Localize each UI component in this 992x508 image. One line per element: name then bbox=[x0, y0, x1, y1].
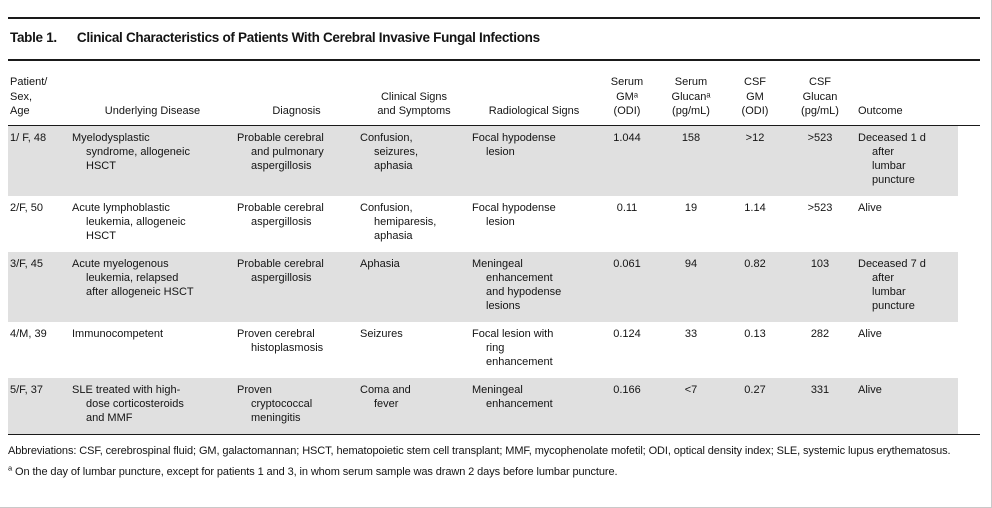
cell-diagnosis: Probable cerebral aspergillosis bbox=[237, 257, 324, 284]
cell-serum-gm: 0.11 bbox=[616, 201, 638, 214]
cell-radiological-signs: Focal hypodense lesion bbox=[472, 131, 556, 158]
cell-outcome: Deceased 1 d after lumbar puncture bbox=[858, 131, 926, 186]
cell-patient: 2/F, 50 bbox=[10, 201, 44, 214]
cell-csf-glucan: >523 bbox=[807, 201, 833, 214]
cell-underlying-disease: Immunocompetent bbox=[72, 327, 164, 340]
cell-clinical-signs: Confusion, seizures, aphasia bbox=[360, 131, 419, 172]
table-row-patient-4: 4/M, 39 Immunocompetent Proven cerebral … bbox=[8, 322, 980, 378]
cell-csf-glucan: 331 bbox=[810, 383, 830, 396]
cell-diagnosis: Probable cerebral aspergillosis bbox=[237, 201, 324, 228]
cell-outcome: Alive bbox=[858, 201, 882, 214]
cell-patient: 5/F, 37 bbox=[10, 383, 44, 396]
cell-clinical-signs: Aphasia bbox=[360, 257, 400, 270]
col-header-radiological-signs: Radiological Signs bbox=[470, 61, 598, 126]
cell-radiological-signs: Meningeal enhancement bbox=[472, 383, 553, 410]
cell-radiological-signs: Focal lesion with ring enhancement bbox=[472, 327, 554, 368]
col-header-diagnosis: Diagnosis bbox=[235, 61, 358, 126]
cell-patient: 3/F, 45 bbox=[10, 257, 44, 270]
cell-serum-gm: 1.044 bbox=[613, 131, 641, 144]
table-title-text: Clinical Characteristics of Patients Wit… bbox=[76, 30, 540, 45]
cell-csf-glucan: 103 bbox=[810, 257, 830, 270]
cell-radiological-signs: Meningeal enhancement and hypodense lesi… bbox=[472, 257, 562, 312]
footnote-a: a On the day of lumbar puncture, except … bbox=[8, 463, 984, 481]
table-title: Table 1. Clinical Characteristics of Pati… bbox=[8, 17, 980, 61]
cell-patient: 4/M, 39 bbox=[10, 327, 47, 340]
col-header-patient-sex-age: Patient/ Sex, Age bbox=[8, 61, 70, 126]
cell-csf-gm: 0.27 bbox=[744, 383, 766, 396]
cell-serum-glucan: 158 bbox=[681, 131, 701, 144]
cell-underlying-disease: SLE treated with high- dose corticostero… bbox=[72, 383, 184, 424]
cell-serum-glucan: 19 bbox=[684, 201, 698, 214]
cell-underlying-disease: Myelodysplastic syndrome, allogeneic HSC… bbox=[72, 131, 190, 172]
cell-clinical-signs: Coma and fever bbox=[360, 383, 411, 410]
table-header-row: Patient/ Sex, Age Underlying Disease Dia… bbox=[8, 61, 980, 126]
cell-underlying-disease: Acute myelogenous leukemia, relapsed aft… bbox=[72, 257, 194, 298]
col-header-serum-gm: Serum GMᵃ (ODI) bbox=[598, 61, 656, 126]
cell-csf-gm: 0.82 bbox=[744, 257, 766, 270]
cell-csf-gm: 1.14 bbox=[744, 201, 766, 214]
cell-serum-glucan: 33 bbox=[684, 327, 698, 340]
cell-clinical-signs: Seizures bbox=[360, 327, 403, 340]
table-row-patient-5: 5/F, 37 SLE treated with high- dose cort… bbox=[8, 377, 980, 434]
cell-diagnosis: Probable cerebral and pulmonary aspergil… bbox=[237, 131, 324, 172]
col-header-clinical-signs: Clinical Signs and Symptoms bbox=[358, 61, 470, 126]
footnote-a-marker: a bbox=[8, 463, 13, 473]
cell-serum-glucan: 94 bbox=[684, 257, 698, 270]
cell-outcome: Deceased 7 d after lumbar puncture bbox=[858, 257, 926, 312]
col-header-outcome: Outcome bbox=[856, 61, 980, 126]
col-header-underlying-disease: Underlying Disease bbox=[70, 61, 235, 126]
table-row-patient-3: 3/F, 45 Acute myelogenous leukemia, rela… bbox=[8, 251, 980, 322]
cell-diagnosis: Proven cryptococcal meningitis bbox=[237, 383, 313, 424]
cell-serum-glucan: <7 bbox=[684, 383, 698, 396]
cell-outcome: Alive bbox=[858, 327, 882, 340]
cell-serum-gm: 0.124 bbox=[613, 327, 641, 340]
footnote-a-text: On the day of lumbar puncture, except fo… bbox=[15, 466, 618, 478]
table-row-patient-1: 1/ F, 48 Myelodysplastic syndrome, allog… bbox=[8, 125, 980, 196]
cell-patient: 1/ F, 48 bbox=[10, 131, 47, 144]
cell-underlying-disease: Acute lymphoblastic leukemia, allogeneic… bbox=[72, 201, 186, 242]
col-header-csf-gm: CSF GM (ODI) bbox=[726, 61, 784, 126]
cell-clinical-signs: Confusion, hemiparesis, aphasia bbox=[360, 201, 437, 242]
cell-csf-glucan: 282 bbox=[810, 327, 830, 340]
cell-csf-gm: >12 bbox=[745, 131, 765, 144]
table-number-label: Table 1. bbox=[10, 30, 57, 45]
cell-serum-gm: 0.166 bbox=[613, 383, 641, 396]
abbreviations-note: Abbreviations: CSF, cerebrospinal fluid;… bbox=[8, 444, 951, 457]
cell-diagnosis: Proven cerebral histoplasmosis bbox=[237, 327, 324, 354]
col-header-serum-glucan: Serum Glucanᵃ (pg/mL) bbox=[656, 61, 726, 126]
cell-csf-gm: 0.13 bbox=[744, 327, 766, 340]
table-footnotes: Abbreviations: CSF, cerebrospinal fluid;… bbox=[8, 444, 984, 481]
cell-outcome: Alive bbox=[858, 383, 882, 396]
table-row-patient-2: 2/F, 50 Acute lymphoblastic leukemia, al… bbox=[8, 196, 980, 252]
cell-radiological-signs: Focal hypodense lesion bbox=[472, 201, 556, 228]
clinical-characteristics-table: Patient/ Sex, Age Underlying Disease Dia… bbox=[8, 61, 980, 435]
col-header-csf-glucan: CSF Glucan (pg/mL) bbox=[784, 61, 856, 126]
cell-csf-glucan: >523 bbox=[807, 131, 833, 144]
cell-serum-gm: 0.061 bbox=[613, 257, 641, 270]
